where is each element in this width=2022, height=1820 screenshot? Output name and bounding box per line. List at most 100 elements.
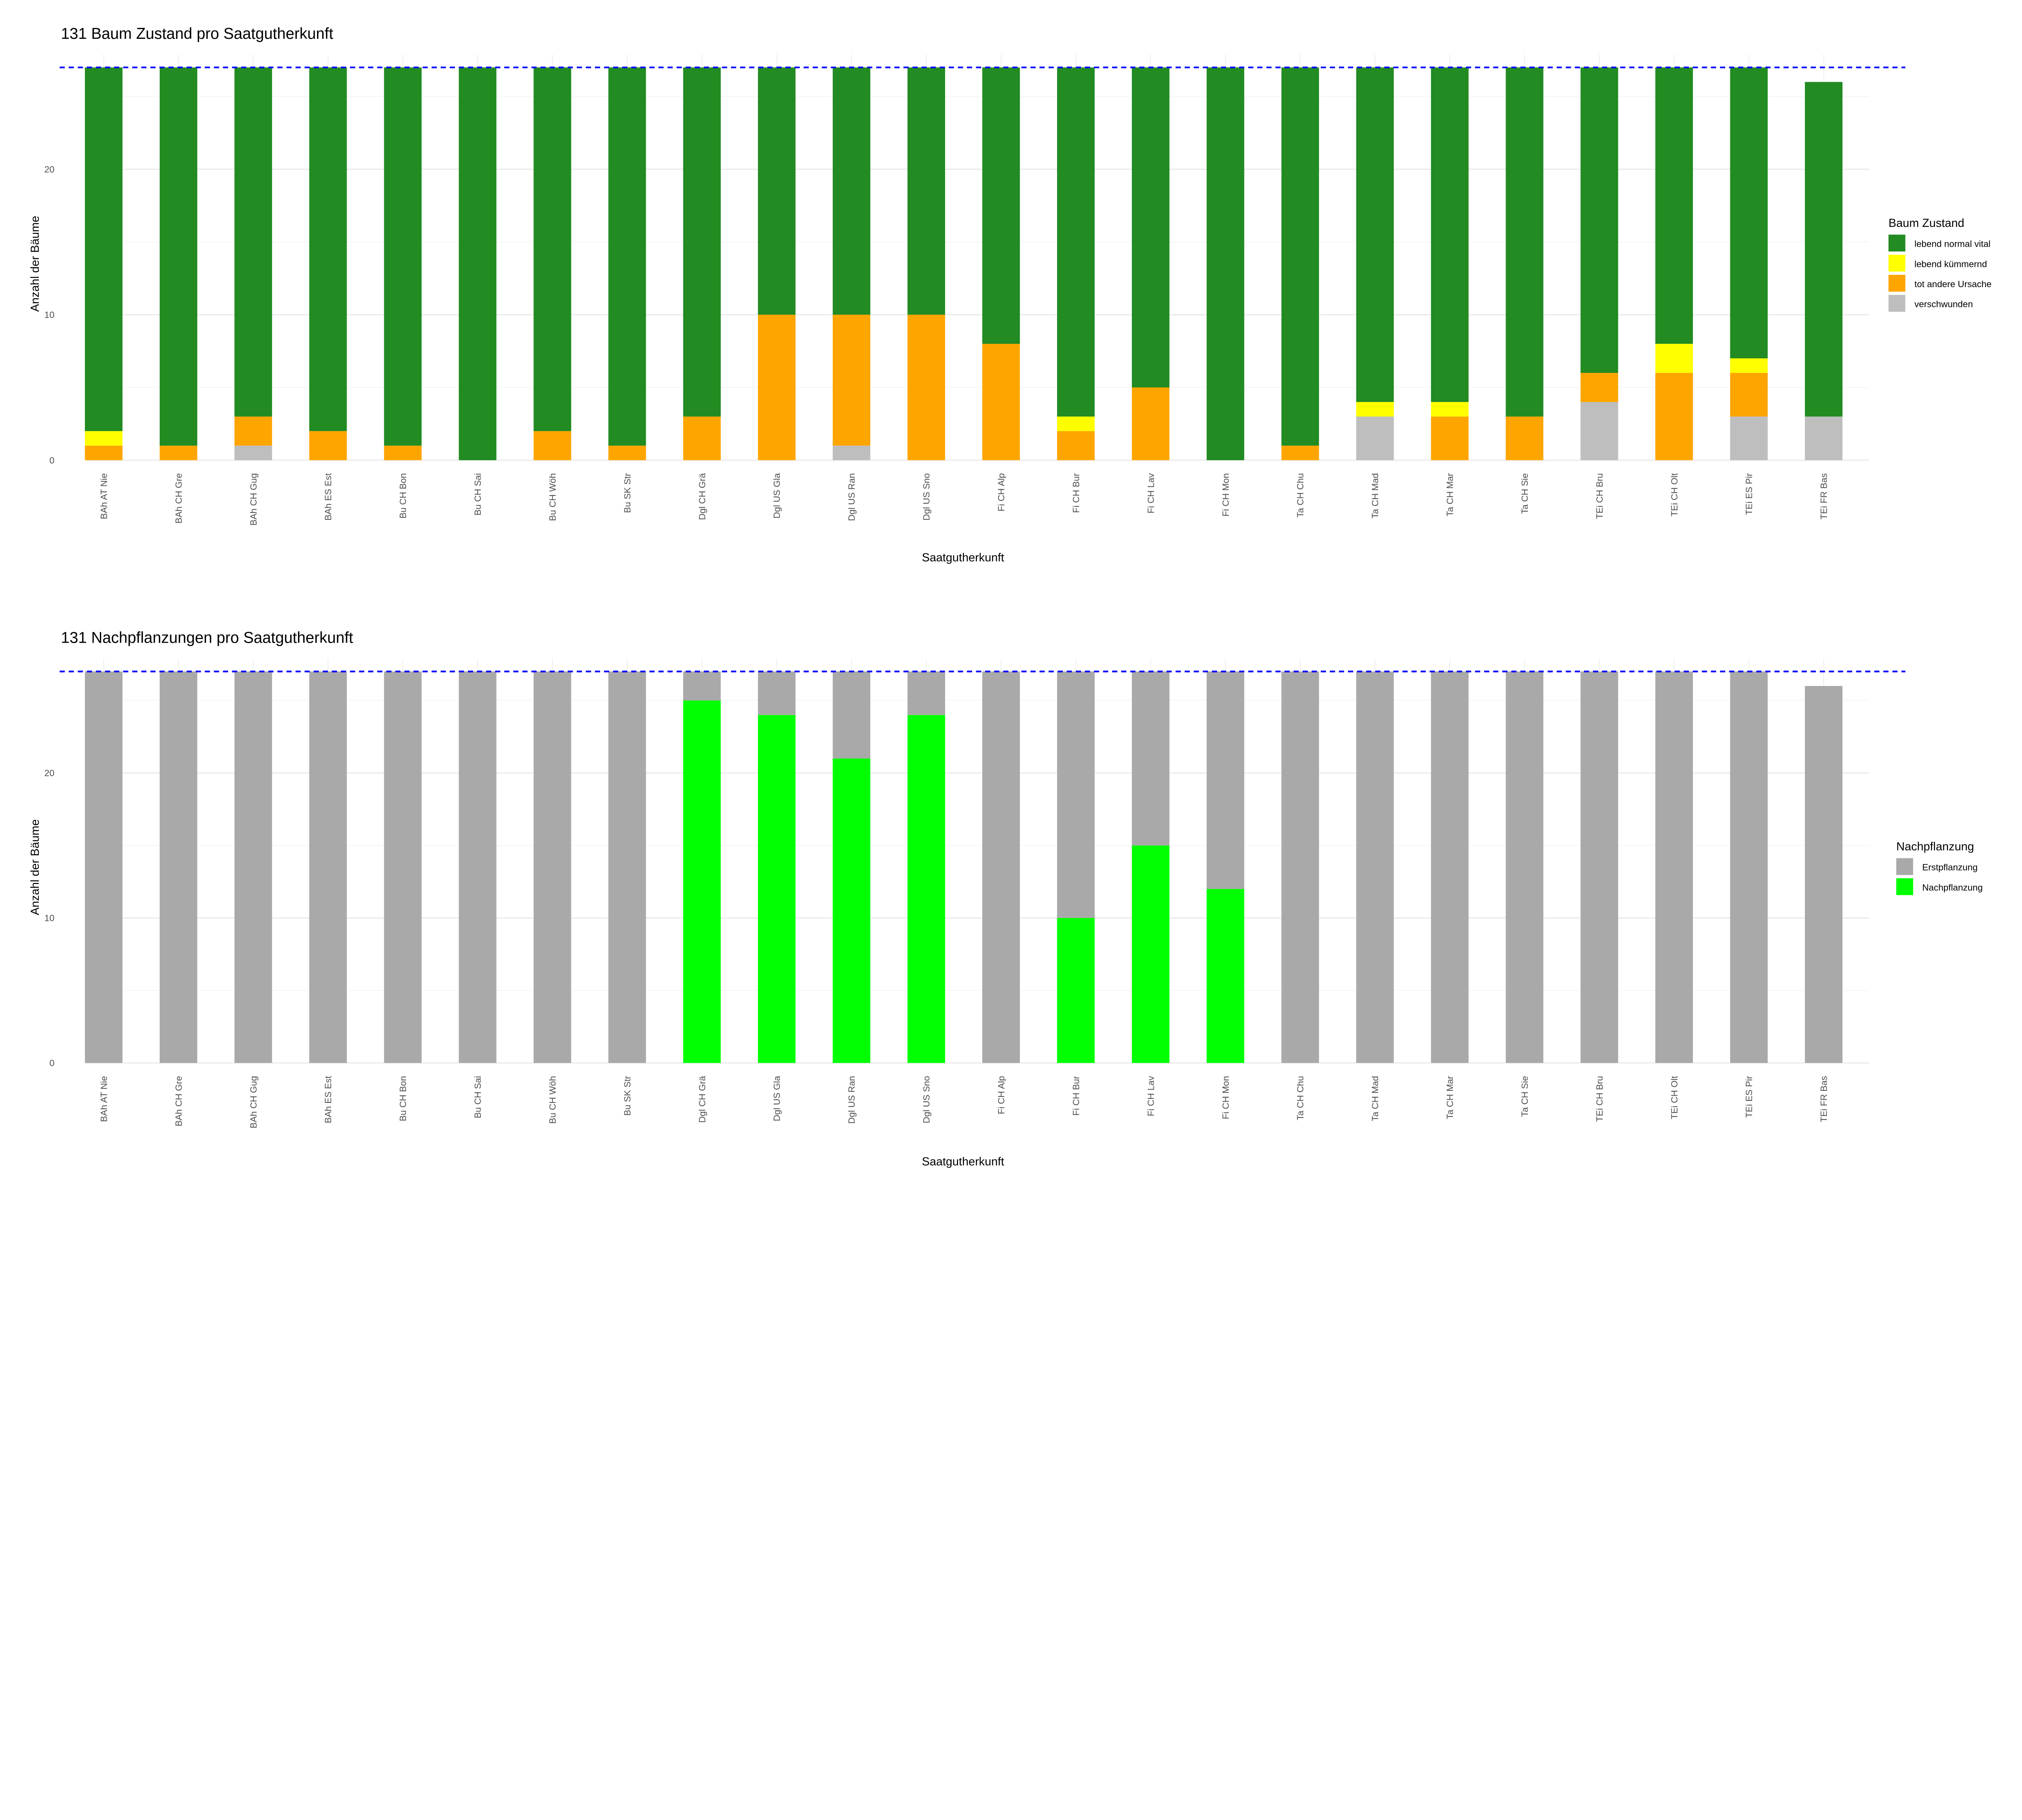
bar-segment [1356, 67, 1394, 402]
bar-segment [907, 67, 945, 315]
x-tick-label: Fi CH Bur [1071, 1076, 1081, 1116]
bar-segment [1580, 67, 1618, 373]
x-tick-label: TEi CH Olt [1669, 473, 1679, 516]
x-tick-label: TEi CH Bru [1595, 1076, 1605, 1122]
x-tick-label: Bu CH Wöh [548, 1076, 558, 1124]
x-tick-label: BAh CH Gug [248, 473, 258, 526]
x-tick-label: Bu CH Sai [473, 1076, 483, 1118]
legend-key [1896, 878, 1913, 895]
bar-segment [459, 671, 497, 1063]
chart-canvas: 0 10 20 BAh AT Nie BAh CH Gre BAh CH Gug BAh E… [29, 25, 1992, 1168]
bar-segment [85, 671, 123, 1063]
bar-segment [1206, 889, 1244, 1063]
x-tick-label: Fi CH Alp [996, 1076, 1006, 1114]
bar-segment [1057, 67, 1095, 417]
legend-label: lebend kümmernd [1914, 259, 1987, 269]
bar-segment [1580, 671, 1618, 1063]
chart-panel-2: 0 10 20 BAh AT Nie BAh CH Gre BAh CH Gug BAh E… [29, 629, 1983, 1168]
x-tick-label: BAh AT Nie [99, 473, 109, 519]
bar-segment [1506, 671, 1544, 1063]
x-tick-label: Bu CH Sai [473, 473, 483, 516]
bar-segment [234, 671, 272, 1063]
x-tick-label: Bu SK Str [622, 473, 632, 513]
bar-segment [1431, 671, 1469, 1063]
x-tick-label: Bu CH Bon [398, 473, 408, 518]
x-tick-label: TEi FR Bas [1819, 1076, 1829, 1122]
bar-segment [1506, 67, 1544, 417]
x-tick-label: TEi FR Bas [1819, 473, 1829, 520]
x-tick-label: TEi ES Pir [1744, 473, 1754, 515]
bar-segment [1730, 358, 1768, 373]
bar-segment [85, 67, 123, 431]
x-axis-title: Saatgutherkunft [922, 1155, 1005, 1168]
x-tick-label: Ta CH Sie [1520, 473, 1530, 514]
bar-segment [1655, 67, 1693, 344]
x-tick-label: Bu CH Bon [398, 1076, 408, 1121]
bar-segment [608, 445, 646, 460]
bar-segment [758, 315, 796, 460]
bar-segment [833, 758, 871, 1063]
bar-segment [234, 416, 272, 446]
y-tick-label: 20 [44, 164, 55, 174]
x-tick-label: Fi CH Mon [1220, 1076, 1231, 1119]
bar-segment [1805, 416, 1843, 460]
bar-segment [1730, 416, 1768, 460]
x-tick-label: Fi CH Lav [1146, 1075, 1156, 1116]
legend-key [1888, 275, 1906, 292]
legend-title: Nachpflanzung [1896, 840, 1974, 853]
legend-title: Baum Zustand [1889, 217, 1964, 230]
bar-segment [1805, 82, 1843, 417]
x-axis-title: Saatgutherkunft [922, 551, 1005, 564]
bar-segment [833, 315, 871, 446]
bar-segment [907, 315, 945, 460]
bar-segment [683, 67, 721, 417]
bar-segment [85, 445, 123, 460]
bar-segment [1356, 402, 1394, 417]
bar-segment [1805, 686, 1843, 1063]
legend-label: tot andere Ursache [1914, 279, 1992, 289]
chart-panel-1: 0 10 20 BAh AT Nie BAh CH Gre BAh CH Gug BAh E… [29, 25, 1992, 564]
x-tick-label: Ta CH Mad [1370, 1076, 1380, 1121]
x-tick-label: Fi CH Alp [996, 473, 1006, 512]
bar-segment [1281, 67, 1319, 446]
y-tick-label: 20 [44, 768, 55, 778]
bar-segment [1730, 67, 1768, 359]
x-tick-label: Dgl US Sno [922, 473, 932, 521]
y-tick-label: 10 [44, 913, 55, 923]
x-tick-label: TEi CH Olt [1669, 1075, 1679, 1119]
bar-segment [1281, 445, 1319, 460]
bar-segment [1132, 387, 1170, 460]
bar-segment [1655, 344, 1693, 373]
bar-segment [1356, 671, 1394, 1063]
x-tick-label: Dgl CH Grä [697, 1076, 707, 1123]
bar-segment [1655, 671, 1693, 1063]
bar-segment [833, 445, 871, 460]
x-tick-label: Ta CH Mar [1445, 473, 1455, 516]
bar-segment [833, 671, 871, 759]
bar-segment [1206, 671, 1244, 889]
bar-segment [309, 67, 347, 431]
bar-segment [159, 671, 197, 1063]
y-axis-title: Anzahl der Bäume [29, 216, 42, 312]
x-tick-label: BAh ES Est [323, 1075, 333, 1123]
bar-segment [459, 67, 497, 460]
x-tick-label: BAh CH Gre [173, 473, 184, 524]
x-tick-label: Ta CH Mad [1370, 473, 1380, 518]
x-tick-label: Ta CH Chu [1295, 1076, 1305, 1120]
legend-label: Erstpflanzung [1922, 862, 1978, 872]
y-tick-label: 0 [49, 1058, 54, 1068]
legend-label: verschwunden [1914, 299, 1973, 309]
legend-key [1888, 235, 1906, 252]
bar-segment [608, 67, 646, 446]
x-tick-label: Fi CH Lav [1146, 473, 1156, 513]
bar-segment [234, 67, 272, 417]
bar-segment [1132, 671, 1170, 846]
x-tick-label: Fi CH Mon [1220, 473, 1231, 516]
bar-segment [1057, 431, 1095, 460]
bar-segment [758, 715, 796, 1063]
y-tick-label: 0 [49, 455, 54, 466]
x-tick-label: Dgl US Ran [847, 473, 857, 521]
bar-segment [309, 671, 347, 1063]
bar-segment [1281, 671, 1319, 1063]
y-tick-label: 10 [44, 310, 55, 320]
